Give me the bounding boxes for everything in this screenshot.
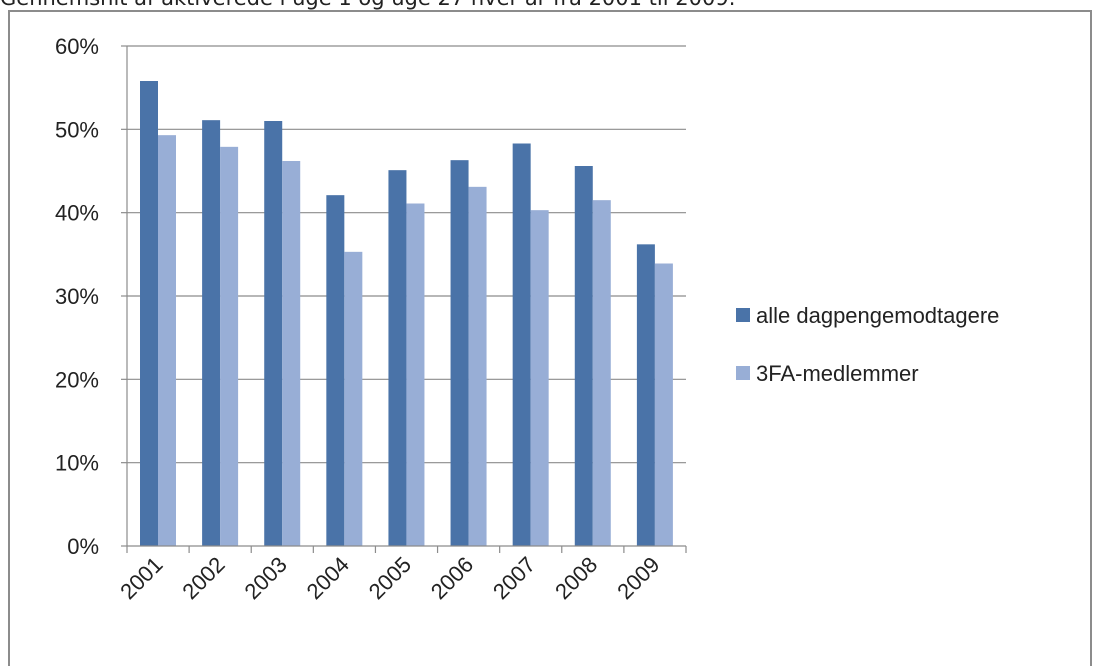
bar-3fa-medlemmer-2009 [654,263,673,546]
y-tick-label: 30% [55,284,99,309]
bar-alle-dagpengemodtagere-2007 [512,143,531,546]
x-tick-label: 2001 [115,552,167,604]
axes [121,45,687,553]
bar-3fa-medlemmer-2007 [530,210,549,546]
bar-3fa-medlemmer-2005 [406,203,425,546]
bar-alle-dagpengemodtagere-2004 [326,195,345,546]
y-tick-label: 0% [67,534,99,559]
x-tick-label: 2008 [550,552,602,604]
y-tick-label: 50% [55,117,99,142]
bar-3fa-medlemmer-2006 [468,186,487,547]
chart-caption: Gennemsnit af aktiverede i uge 1 og uge … [0,0,1094,18]
legend-swatch [736,366,750,380]
x-tick-labels: 2001 2002 2003 2004 2005 2006 2007 2008 2009 [115,552,664,604]
y-tick-label: 60% [55,34,99,59]
x-tick-label: 2007 [488,552,540,604]
bar-alle-dagpengemodtagere-2001 [140,81,158,546]
x-tick-label: 2005 [364,552,416,604]
legend-label: 3FA-medlemmer [756,361,919,386]
y-tick-label: 20% [55,367,99,392]
bar-alle-dagpengemodtagere-2006 [450,160,469,546]
bar-alle-dagpengemodtagere-2002 [202,120,221,547]
chart-frame [8,10,1092,666]
bar-alle-dagpengemodtagere-2009 [636,244,655,547]
legend-swatch [736,308,750,322]
y-tick-label: 10% [55,451,99,476]
bar-alle-dagpengemodtagere-2008 [574,166,593,546]
x-tick-label: 2002 [177,552,229,604]
x-tick-label: 2003 [240,552,292,604]
bar-3fa-medlemmer-2004 [344,251,363,547]
x-tick-label: 2006 [426,552,478,604]
y-tick-labels: 0% 10% 20% 30% 40% 50% 60% [55,34,99,559]
bar-3fa-medlemmer-2002 [220,146,239,547]
bar-3fa-medlemmer-2003 [282,161,301,546]
x-tick-label: 2009 [612,552,664,604]
legend: alle dagpengemodtagere 3FA-medlemmer [736,303,999,386]
bar-alle-dagpengemodtagere-2005 [388,170,407,546]
bar-alle-dagpengemodtagere-2003 [264,121,283,546]
legend-label: alle dagpengemodtagere [756,303,999,328]
bar-3fa-medlemmer-2008 [592,200,611,546]
bars [140,81,673,547]
y-tick-label: 40% [55,201,99,226]
bar-3fa-medlemmer-2001 [158,135,176,546]
x-tick-label: 2004 [302,552,354,604]
